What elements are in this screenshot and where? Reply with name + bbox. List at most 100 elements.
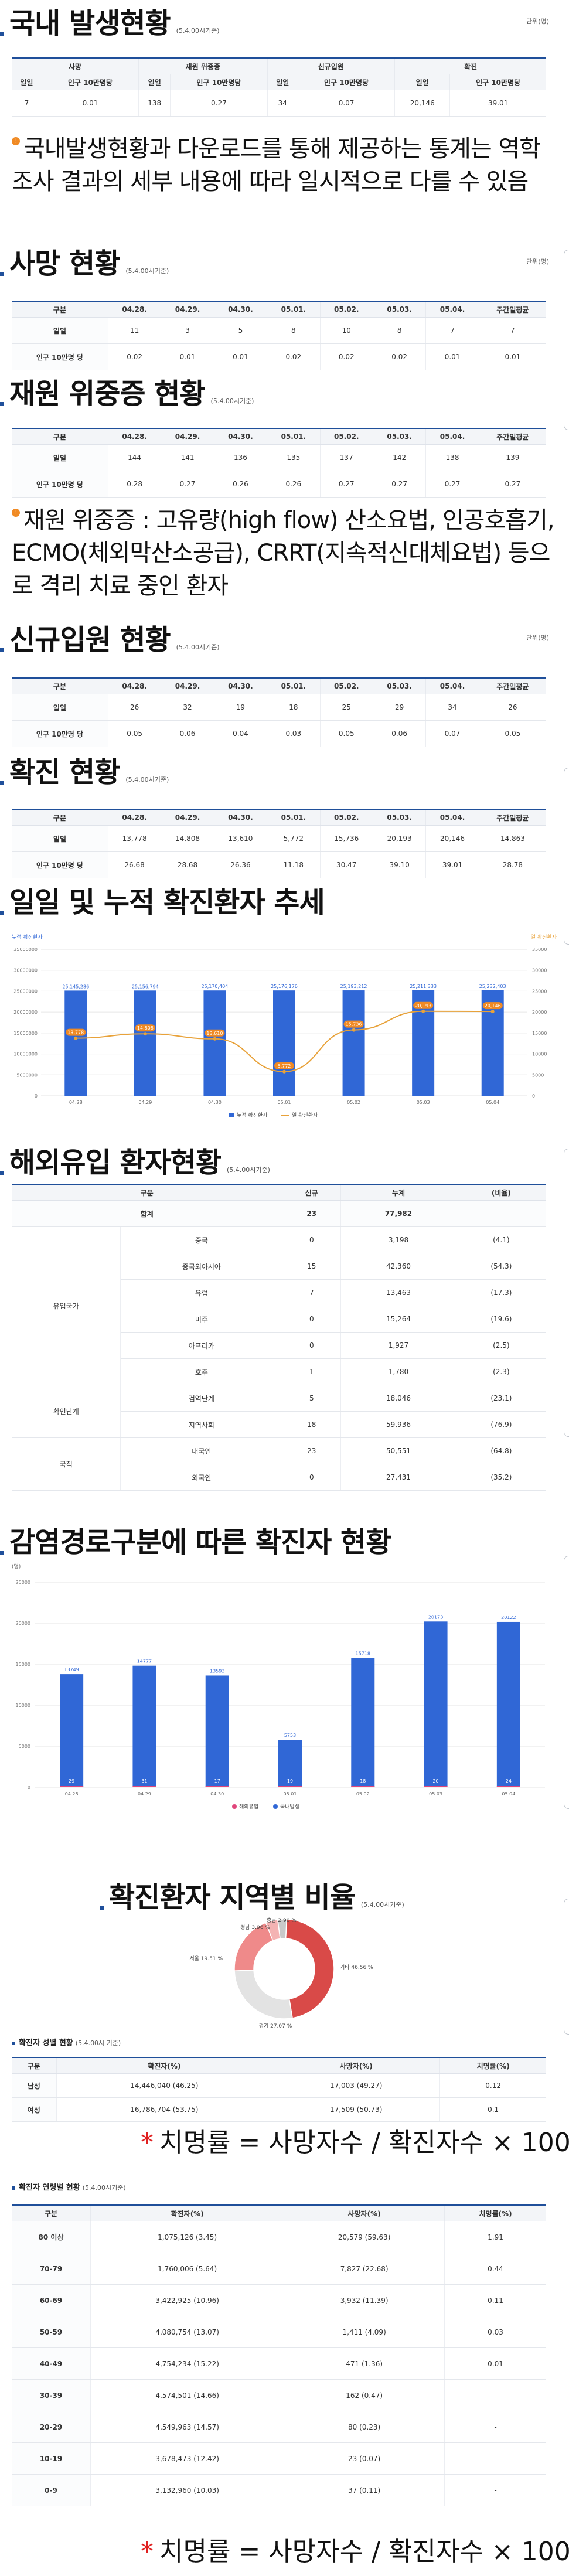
column-header: 치명률(%) — [444, 2204, 546, 2221]
heading-title: 확진환자 지역별 비율 — [109, 1881, 356, 1914]
bar-data-label: 13749 — [64, 1667, 79, 1672]
cell: 5 — [214, 317, 268, 344]
cell: 25 — [320, 694, 373, 721]
row-label: 미주 — [120, 1306, 283, 1333]
cell: 1 — [282, 1358, 342, 1385]
column-header: 05.04. — [425, 301, 479, 318]
cumulative-bar — [134, 990, 156, 1096]
cell: 16,786,704 (53.75) — [56, 2097, 273, 2122]
asterisk-icon: * — [141, 2537, 154, 2567]
y-tick-label: 5000000 — [16, 1072, 38, 1078]
cell: 20,193 — [373, 825, 427, 852]
cell: 23 — [282, 1200, 342, 1227]
cell: 18 — [282, 1411, 342, 1438]
row-header: 일일 — [12, 444, 108, 471]
row-header: 40-49 — [12, 2347, 91, 2380]
column-header: 04.28. — [108, 809, 162, 826]
y-tick-label: 0 — [28, 1785, 30, 1790]
heading-title: 일일 및 누적 확진환자 추세 — [9, 886, 325, 919]
side-tab[interactable] — [564, 250, 569, 430]
bar-data-label: 29 — [69, 1778, 74, 1784]
x-tick-label: 04.28 — [65, 1791, 79, 1797]
bar-data-label: 15718 — [356, 1651, 370, 1657]
notice-body: 국내발생현황과 다운로드를 통해 제공하는 통계는 역학조사 결과의 세부 내용… — [12, 135, 541, 195]
y-tick-label: 10000000 — [13, 1052, 38, 1057]
col-group: 사망 — [12, 57, 139, 74]
domestic-status-heading: 국내 발생현황 (5.4.00시기준) — [0, 0, 220, 41]
col-sub: 인구 10만명당 — [170, 74, 268, 90]
severe-status-heading: 재원 위중증 현황 (5.4.00시기준) — [0, 370, 254, 411]
bar-data-label: 20 — [432, 1778, 438, 1784]
group-header: 국적 — [12, 1437, 121, 1491]
cell: 8 — [267, 317, 321, 344]
row-label: 검역단계 — [120, 1385, 283, 1412]
age-table-heading: 확진자 연령별 현황 (5.4.00시기준) — [12, 2181, 126, 2192]
column-header: 구분 — [12, 428, 108, 445]
cell: 0 — [282, 1226, 342, 1253]
column-header: 05.04. — [425, 428, 479, 445]
cell: 27,431 — [340, 1464, 456, 1491]
x-tick-label: 05.03 — [417, 1100, 430, 1105]
cell: (17.3) — [456, 1279, 546, 1306]
cell: 7 — [479, 317, 546, 344]
cell: 8 — [373, 317, 427, 344]
header-row: 구분 확진자(%) 사망자(%) 치명률(%) — [12, 2204, 546, 2221]
daily-data-label-bg — [413, 1001, 434, 1009]
formula-text: 치명률 = 사망자수 / 확진자수 × 100 — [159, 2128, 569, 2158]
total-row: 합계 23 77,982 — [12, 1200, 546, 1227]
daily-data-label-bg — [482, 1002, 503, 1010]
cell: 3,132,960 (10.03) — [90, 2474, 285, 2506]
column-header: 05.03. — [373, 428, 427, 445]
bar-data-label: 20173 — [428, 1614, 443, 1620]
heading-marker — [12, 2041, 15, 2045]
domestic-bar — [496, 1621, 520, 1787]
column-header: 05.01. — [267, 428, 321, 445]
column-header: 주간일평균 — [479, 809, 546, 826]
cell: 17,509 (50.73) — [272, 2097, 441, 2122]
pie-slice — [277, 1919, 288, 1940]
column-header: 04.30. — [214, 809, 268, 826]
row-label: 지역사회 — [120, 1411, 283, 1438]
x-tick-label: 04.28 — [69, 1100, 83, 1105]
side-tab[interactable] — [564, 768, 569, 945]
heading-title: 확진자 성별 현황 — [19, 2039, 73, 2047]
unit-label: 단위(명) — [526, 634, 549, 642]
cell: 1,411 (4.09) — [284, 2316, 445, 2348]
cell: 13,610 — [214, 825, 268, 852]
daily-data-label-bg — [66, 1028, 86, 1036]
header-row: 구분 04.28. 04.29. 04.30. 05.01. 05.02. 05.03. 05… — [12, 301, 546, 318]
cell: 39.01 — [425, 851, 479, 878]
cell: 3,932 (11.39) — [284, 2284, 445, 2316]
cell: 14,808 — [161, 825, 214, 852]
cell: 28.78 — [479, 851, 546, 878]
cell: 3,198 — [340, 1226, 456, 1253]
column-header: 04.28. — [108, 428, 162, 445]
cell: 4,754,234 (15.22) — [90, 2347, 285, 2380]
severe-definition-note: ! 재원 위중증 : 고유량(high flow) 산소요법, 인공호흡기, EC… — [12, 504, 557, 602]
pie-slice — [234, 1970, 293, 2019]
heading-title: 확진자 연령별 현황 — [19, 2183, 80, 2192]
bar-data-label: 25,193,212 — [340, 984, 367, 989]
route-chart-heading: 감염경로구분에 따른 확진자 현황 — [0, 1519, 391, 1560]
y-axis-label: (명) — [12, 1563, 21, 1570]
cell: 14,863 — [479, 825, 546, 852]
side-tab[interactable] — [564, 1899, 569, 2035]
cell: (23.1) — [456, 1385, 546, 1412]
side-tab[interactable] — [564, 1556, 569, 1809]
table-row: 30-39 4,574,501 (14.66) 162 (0.47) - — [12, 2379, 546, 2411]
side-tab[interactable] — [564, 1149, 569, 1437]
row-header: 남성 — [12, 2073, 57, 2098]
table-row: 일일 11 3 5 8 10 8 7 7 — [12, 317, 546, 344]
cell: 23 — [282, 1437, 342, 1464]
cell: 20,146 — [394, 90, 451, 117]
cell: 135 — [267, 444, 321, 471]
x-tick-label: 04.29 — [138, 1100, 152, 1105]
imported-bar — [424, 1786, 448, 1787]
cell: 0.02 — [108, 343, 162, 370]
y-tick-label: 15000 — [16, 1662, 30, 1667]
col-sub: 일일 — [138, 74, 171, 90]
heading-marker — [0, 911, 4, 915]
legend-swatch — [273, 1804, 278, 1809]
cell: (64.8) — [456, 1437, 546, 1464]
